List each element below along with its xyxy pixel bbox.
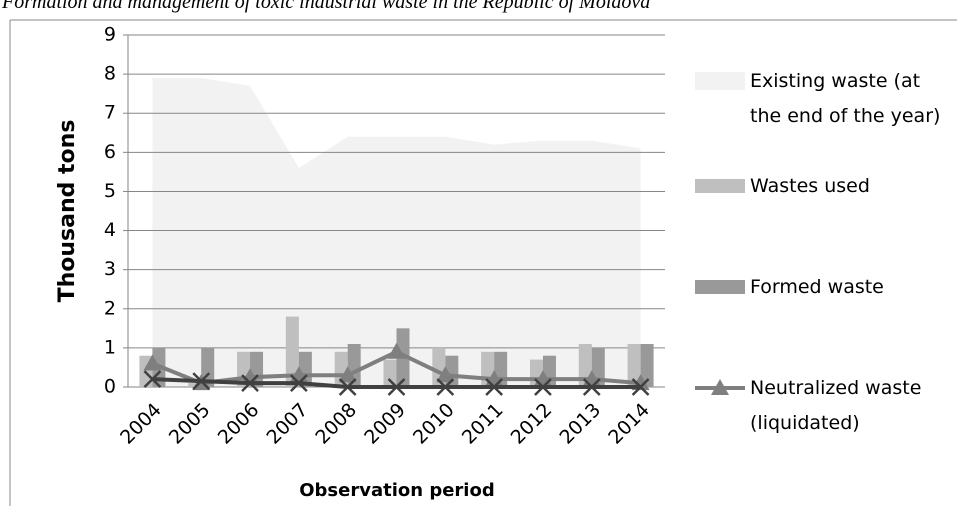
legend-swatch — [695, 280, 745, 294]
bar — [627, 343, 641, 387]
marker — [485, 378, 504, 396]
legend-label: Existing waste (at the end of the year) — [750, 70, 941, 127]
x-tick-label: 2011 — [458, 399, 508, 449]
marker — [582, 378, 601, 396]
x-tick-label: 2007 — [263, 399, 313, 449]
y-tick-label: 8 — [104, 63, 116, 85]
y-tick-label: 1 — [104, 336, 116, 358]
area — [152, 78, 641, 388]
legend-swatch — [695, 72, 745, 90]
x-tick-label: 2004 — [116, 399, 166, 449]
y-tick-label: 4 — [104, 219, 116, 241]
bar — [285, 316, 299, 387]
y-axis-title: Thousand tons — [55, 120, 80, 303]
marker — [289, 374, 308, 392]
marker — [143, 370, 162, 389]
legend-swatch — [695, 179, 745, 193]
legend-label: Wastes used — [750, 175, 870, 197]
bar — [188, 383, 202, 387]
x-tick-label: 2005 — [165, 399, 215, 449]
marker — [387, 378, 406, 396]
bar — [383, 359, 397, 387]
y-tick-label: 6 — [104, 141, 116, 163]
x-axis-title: Observation period — [299, 480, 494, 501]
y-tick-label: 9 — [104, 24, 116, 46]
marker — [192, 372, 211, 391]
y-tick-label: 7 — [104, 102, 116, 124]
chart-title: Formation and management of toxic indust… — [2, 0, 651, 13]
marker — [241, 374, 259, 392]
x-tick-label: 2014 — [604, 399, 654, 449]
bar — [640, 343, 654, 387]
marker — [711, 379, 729, 395]
y-tick-label: 0 — [104, 376, 116, 398]
marker — [387, 342, 406, 359]
y-tick-label: 5 — [104, 180, 116, 202]
marker — [338, 378, 357, 396]
marker — [534, 378, 552, 396]
marker — [143, 354, 162, 371]
y-tick-label: 2 — [104, 297, 116, 319]
legend-label: Neutralized waste (liquidated) — [750, 377, 922, 434]
marker — [436, 378, 455, 396]
marker — [338, 366, 357, 383]
x-tick-label: 2009 — [360, 399, 410, 449]
x-tick-label: 2012 — [507, 399, 557, 449]
x-tick-label: 2013 — [555, 399, 605, 449]
marker — [631, 378, 650, 396]
y-tick-label: 3 — [104, 258, 116, 280]
x-tick-label: 2010 — [409, 399, 459, 449]
marker — [436, 366, 455, 383]
legend-label: Formed waste — [750, 276, 884, 298]
x-tick-label: 2006 — [214, 399, 264, 449]
x-tick-label: 2008 — [311, 399, 361, 449]
